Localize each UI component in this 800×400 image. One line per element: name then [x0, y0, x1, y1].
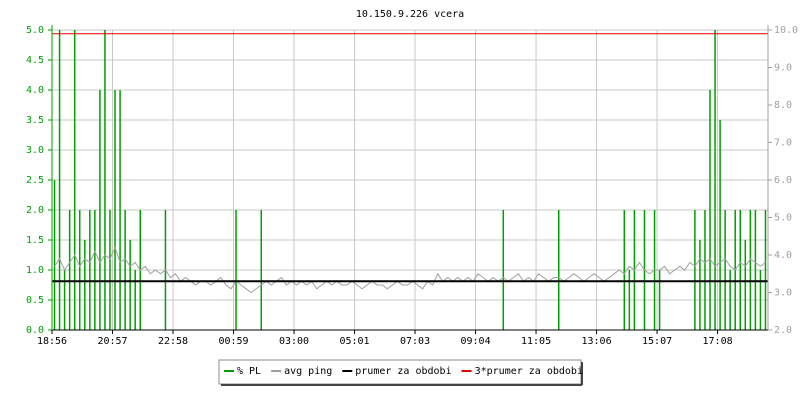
y2-tick-label: 7.0: [774, 138, 792, 149]
y-tick-label: 1.0: [26, 265, 44, 276]
y2-tick-label: 2.0: [774, 325, 792, 336]
ping-line: [54, 246, 766, 294]
x-tick-label: 03:00: [279, 336, 309, 347]
x-tick-label: 11:05: [521, 336, 551, 347]
chart-title: 10.150.9.226 vcera: [356, 9, 464, 20]
x-tick-label: 17:08: [703, 336, 733, 347]
y-tick-label: 4.5: [26, 55, 44, 66]
y-tick-label: 0.5: [26, 295, 44, 306]
y-tick-label: 5.0: [26, 25, 44, 36]
y2-tick-label: 5.0: [774, 213, 792, 224]
y-tick-label: 0.0: [26, 325, 44, 336]
x-tick-label: 09:04: [460, 336, 490, 347]
y-tick-label: 2.5: [26, 175, 44, 186]
x-tick-label: 05:01: [339, 336, 369, 347]
x-tick-label: 07:03: [400, 336, 430, 347]
legend-label: 3*prumer za obdobi: [475, 366, 583, 377]
y2-tick-label: 6.0: [774, 175, 792, 186]
y2-tick-label: 4.0: [774, 250, 792, 261]
legend-label: prumer za obdobi: [355, 366, 451, 377]
y-tick-label: 4.0: [26, 85, 44, 96]
y2-tick-label: 8.0: [774, 100, 792, 111]
x-tick-label: 20:57: [97, 336, 127, 347]
legend-label: % PL: [237, 366, 261, 377]
x-tick-label: 00:59: [218, 336, 248, 347]
x-tick-label: 15:07: [642, 336, 672, 347]
x-tick-label: 18:56: [37, 336, 67, 347]
x-tick-label: 22:58: [158, 336, 188, 347]
y2-tick-label: 10.0: [774, 25, 798, 36]
x-tick-label: 13:06: [582, 336, 612, 347]
y2-tick-label: 9.0: [774, 63, 792, 74]
y-tick-label: 3.5: [26, 115, 44, 126]
y-tick-label: 3.0: [26, 145, 44, 156]
legend-label: avg ping: [284, 366, 332, 377]
y-tick-label: 2.0: [26, 205, 44, 216]
y2-tick-label: 3.0: [774, 288, 792, 299]
y-tick-label: 1.5: [26, 235, 44, 246]
